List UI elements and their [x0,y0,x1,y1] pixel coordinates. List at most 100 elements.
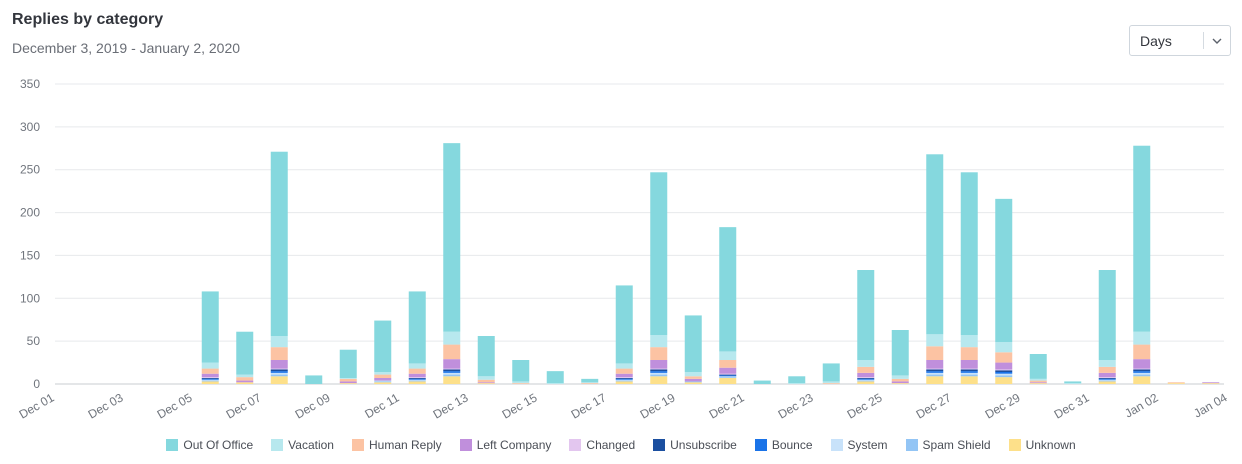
legend-item[interactable]: Left Company [459,438,551,452]
bar-segment[interactable] [926,346,944,360]
bar-segment[interactable] [926,368,944,370]
bar-segment[interactable] [443,374,461,377]
bar-segment[interactable] [339,381,357,384]
bar-segment[interactable] [615,381,633,384]
bar-segment[interactable] [615,373,633,378]
bar-segment[interactable] [891,383,909,384]
bar-segment[interactable] [857,366,875,373]
bar-segment[interactable] [443,376,461,384]
bar-segment[interactable] [270,374,288,377]
bar-segment[interactable] [1064,383,1082,384]
bar-segment[interactable] [1098,378,1116,379]
bar-segment[interactable] [891,378,909,382]
bar-segment[interactable] [926,154,944,335]
legend-item[interactable]: Unsubscribe [653,438,737,452]
bar-segment[interactable] [270,368,288,370]
bar-segment[interactable] [270,369,288,372]
bar-segment[interactable] [1133,344,1151,360]
bar-segment[interactable] [719,377,737,378]
bar-segment[interactable] [857,378,875,380]
bar-segment[interactable] [270,372,288,375]
bar-segment[interactable] [926,334,944,347]
bar-segment[interactable] [443,359,461,369]
bar-segment[interactable] [1167,383,1185,384]
bar-segment[interactable] [857,381,875,384]
bar-segment[interactable] [1133,369,1151,372]
bar-segment[interactable] [650,372,668,375]
bar-segment[interactable] [615,380,633,382]
bar-segment[interactable] [788,383,806,384]
bar-segment[interactable] [1029,383,1047,384]
bar-segment[interactable] [960,335,978,348]
bar-segment[interactable] [650,172,668,336]
bar-segment[interactable] [270,347,288,360]
bar-segment[interactable] [408,378,426,380]
bar-segment[interactable] [201,368,219,374]
bar-segment[interactable] [857,378,875,379]
bar-segment[interactable] [512,360,530,382]
legend-item[interactable]: Human Reply [351,438,442,452]
bar-segment[interactable] [374,374,392,378]
bar-segment[interactable] [684,378,702,382]
bar-segment[interactable] [408,377,426,378]
bar-segment[interactable] [236,377,254,381]
bar-segment[interactable] [926,371,944,373]
bar-segment[interactable] [1098,379,1116,381]
bar-segment[interactable] [374,381,392,383]
bar-segment[interactable] [857,377,875,378]
bar-segment[interactable] [201,379,219,381]
legend-item[interactable]: Spam Shield [905,438,991,452]
bar-segment[interactable] [719,374,737,376]
bar-segment[interactable] [615,378,633,380]
bar-segment[interactable] [512,383,530,384]
bar-segment[interactable] [201,378,219,379]
bar-segment[interactable] [408,363,426,369]
bar-segment[interactable] [477,382,495,384]
bar-segment[interactable] [1133,371,1151,373]
bar-segment[interactable] [650,369,668,372]
legend-item[interactable]: System [830,438,888,452]
bar-segment[interactable] [788,376,806,384]
bar-segment[interactable] [684,376,702,379]
bar-segment[interactable] [960,172,978,336]
bar-segment[interactable] [891,330,909,376]
bar-segment[interactable] [1202,383,1220,384]
bar-segment[interactable] [650,360,668,369]
bar-segment[interactable] [201,378,219,380]
bar-segment[interactable] [443,143,461,332]
bar-segment[interactable] [201,291,219,363]
bar-segment[interactable] [615,378,633,379]
bar-segment[interactable] [408,378,426,379]
bar-segment[interactable] [1098,381,1116,384]
bar-segment[interactable] [374,382,392,384]
bar-segment[interactable] [650,374,668,377]
bar-segment[interactable] [995,372,1013,374]
bar-segment[interactable] [1133,372,1151,375]
bar-segment[interactable] [443,372,461,375]
bar-segment[interactable] [581,382,599,384]
bar-segment[interactable] [201,381,219,384]
bar-segment[interactable] [891,381,909,384]
bar-segment[interactable] [995,362,1013,370]
period-select[interactable]: Days [1129,25,1231,56]
bar-segment[interactable] [1098,270,1116,360]
bar-segment[interactable] [1029,378,1047,381]
bar-segment[interactable] [684,381,702,383]
bar-segment[interactable] [443,368,461,370]
bar-segment[interactable] [719,378,737,384]
bar-segment[interactable] [650,347,668,360]
bar-segment[interactable] [1029,380,1047,383]
legend-item[interactable]: Out Of Office [166,438,253,452]
bar-segment[interactable] [443,331,461,345]
bar-segment[interactable] [408,368,426,374]
bar-segment[interactable] [857,372,875,378]
bar-segment[interactable] [236,380,254,383]
bar-segment[interactable] [719,373,737,375]
bar-segment[interactable] [1098,377,1116,378]
bar-segment[interactable] [960,376,978,384]
bar-segment[interactable] [1133,359,1151,369]
bar-segment[interactable] [1133,374,1151,377]
bar-segment[interactable] [408,379,426,381]
bar-segment[interactable] [201,362,219,369]
bar-segment[interactable] [926,369,944,372]
